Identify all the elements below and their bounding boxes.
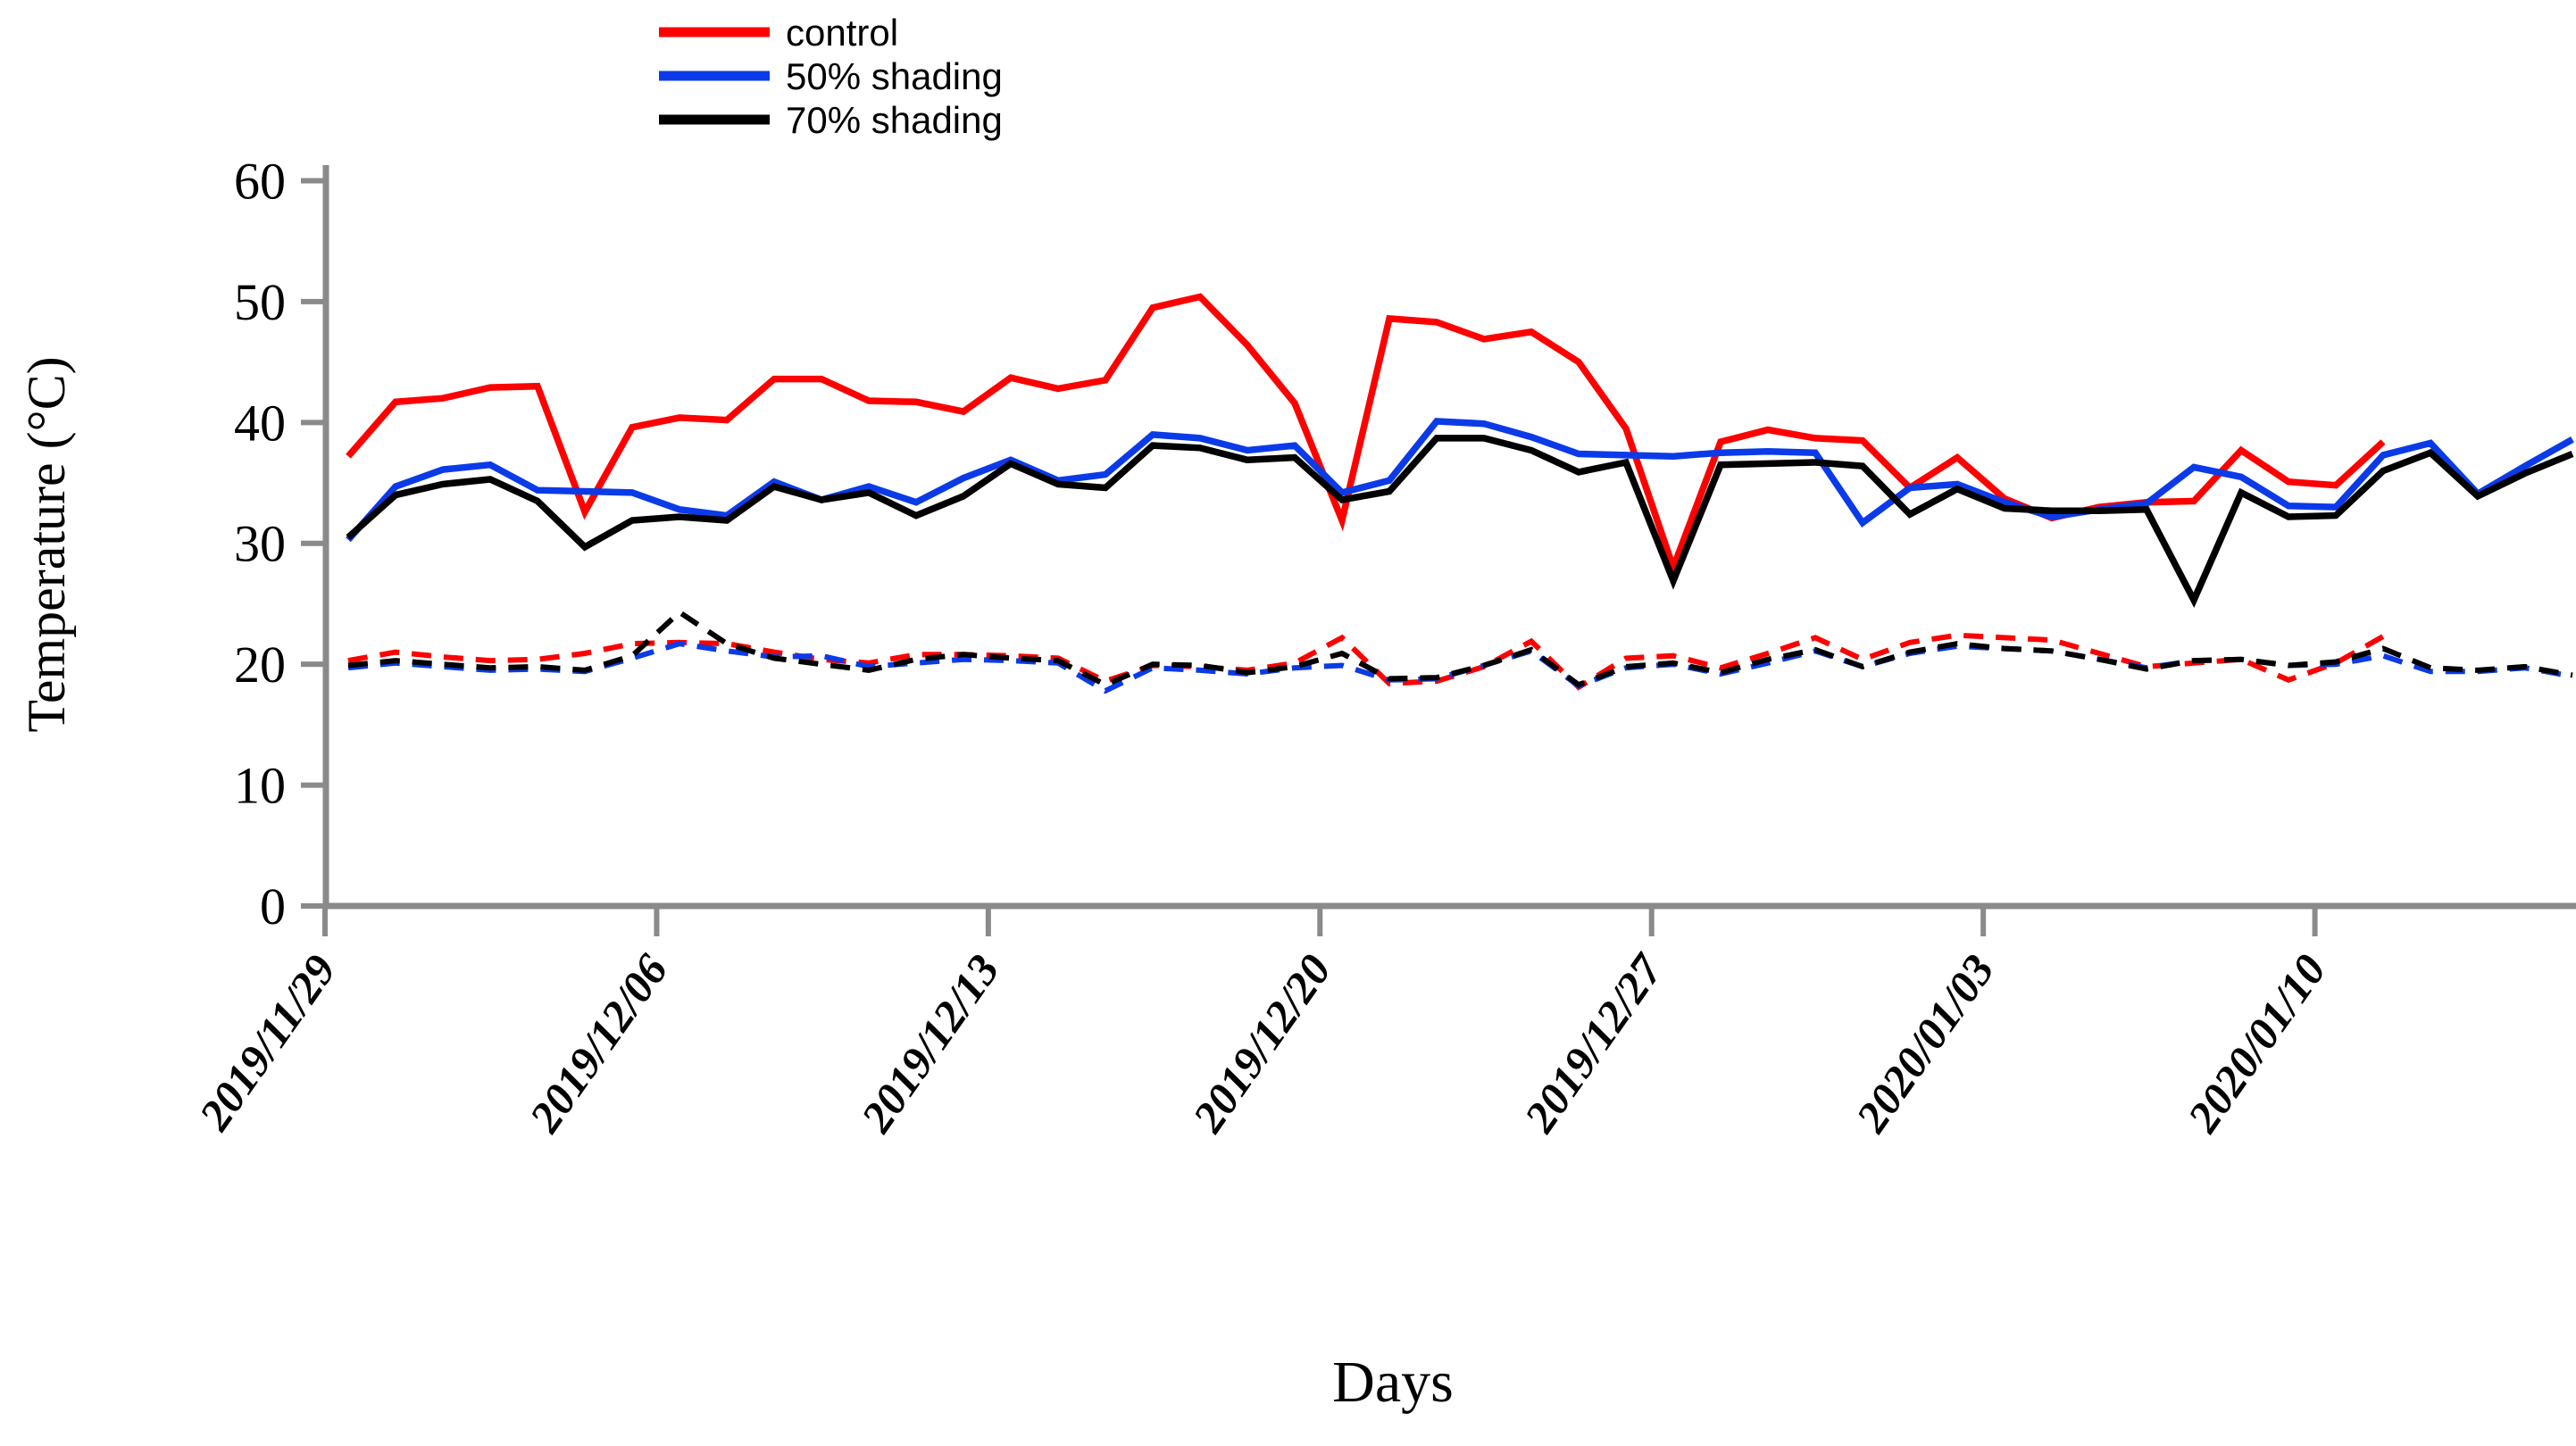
series-line-shading50-min xyxy=(347,641,2573,694)
series-line-control-max xyxy=(346,293,2386,578)
series-line-shading50-max xyxy=(346,418,2574,543)
series-line-shading70-min xyxy=(347,609,2573,688)
y-axis-title: Temperature (°C) xyxy=(17,356,76,732)
x-tick-label: 2019/12/06 xyxy=(519,945,677,1142)
x-tick-label: 2019/11/29 xyxy=(188,945,346,1139)
legend-label: 50% shading xyxy=(786,55,1003,97)
y-tick-label: 20 xyxy=(234,636,286,694)
y-tick-label: 0 xyxy=(260,877,286,935)
legend-label: control xyxy=(786,12,898,54)
x-tick-label: 2020/01/03 xyxy=(1846,945,2004,1142)
series-line-shading70-max xyxy=(346,435,2574,609)
x-tick-labels: 2019/11/29 2019/12/06 2019/12/13 2019/12/20… xyxy=(188,944,2335,1142)
x-axis-title: Days xyxy=(1332,1350,1454,1415)
plot-axes xyxy=(301,165,2576,936)
y-tick-label: 10 xyxy=(234,757,286,815)
legend-item: 70% shading xyxy=(659,99,1003,141)
y-tick-label: 50 xyxy=(234,273,286,331)
y-tick-label: 60 xyxy=(234,152,286,210)
x-tick-label: 2019/12/20 xyxy=(1182,945,1340,1142)
legend-label: 70% shading xyxy=(786,99,1003,141)
x-tick-label: 2020/01/10 xyxy=(2177,945,2335,1142)
series-line-control-min xyxy=(347,632,2385,691)
x-tick-label: 2019/12/13 xyxy=(851,945,1009,1142)
legend-item: control xyxy=(659,12,898,54)
x-tick-label: 2019/12/27 xyxy=(1514,944,1673,1142)
legend-item: 50% shading xyxy=(659,55,1003,97)
data-series-lines xyxy=(346,293,2574,694)
y-tick-label: 40 xyxy=(234,394,286,452)
y-tick-labels: 0 10 20 30 40 50 60 xyxy=(234,152,286,935)
y-tick-label: 30 xyxy=(234,515,286,573)
